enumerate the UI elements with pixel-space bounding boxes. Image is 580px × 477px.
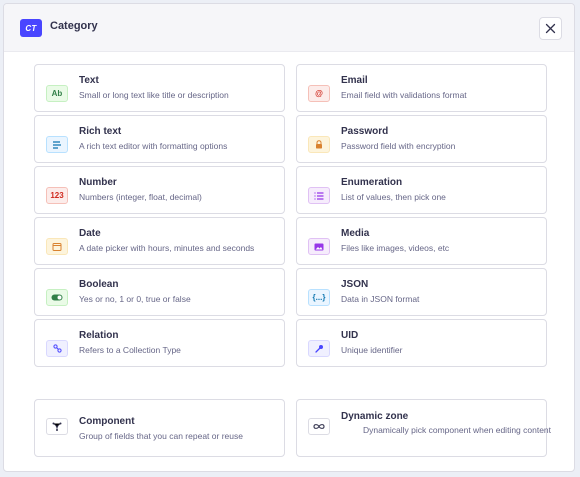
key-icon xyxy=(308,340,330,357)
field-type-email[interactable]: @ Email Email field with validations for… xyxy=(296,64,547,112)
field-description: Yes or no, 1 or 0, true or false xyxy=(79,294,191,304)
field-name: Number xyxy=(79,177,117,188)
toggle-icon xyxy=(46,289,68,306)
lock-icon xyxy=(308,136,330,153)
field-description: Small or long text like title or descrip… xyxy=(79,90,229,100)
field-description: A rich text editor with formatting optio… xyxy=(79,141,228,151)
field-type-uid[interactable]: UID Unique identifier xyxy=(296,319,547,367)
at-sign-icon: @ xyxy=(308,85,330,102)
field-name: Enumeration xyxy=(341,177,403,188)
field-description: A date picker with hours, minutes and se… xyxy=(79,243,255,253)
field-type-rich-text[interactable]: Rich text A rich text editor with format… xyxy=(34,115,285,163)
field-name: UID xyxy=(341,330,359,341)
field-type-text[interactable]: Ab Text Small or long text like title or… xyxy=(34,64,285,112)
field-type-password[interactable]: Password Password field with encryption xyxy=(296,115,547,163)
image-icon xyxy=(308,238,330,255)
field-type-number[interactable]: 123 Number Numbers (integer, float, deci… xyxy=(34,166,285,214)
field-type-media[interactable]: Media Files like images, videos, etc xyxy=(296,217,547,265)
field-description: Refers to a Collection Type xyxy=(79,345,181,355)
field-name: Password xyxy=(341,126,389,137)
field-name: Boolean xyxy=(79,279,119,290)
field-description: Files like images, videos, etc xyxy=(341,243,450,253)
field-type-dynamic-zone[interactable]: Dynamic zone Dynamically pick component … xyxy=(296,399,551,457)
json-braces-icon: {...} xyxy=(308,289,330,306)
field-description: Email field with validations format xyxy=(341,90,467,100)
field-name: Component xyxy=(79,416,135,427)
relation-icon xyxy=(46,340,68,357)
calendar-icon xyxy=(46,238,68,255)
field-name: Relation xyxy=(79,330,119,341)
close-button[interactable] xyxy=(539,17,562,40)
field-name: Rich text xyxy=(79,126,122,137)
content-type-badge: CT xyxy=(20,19,42,37)
field-description: Data in JSON format xyxy=(341,294,420,304)
field-type-json[interactable]: {...} JSON Data in JSON format xyxy=(296,268,547,316)
modal-title: Category xyxy=(50,20,98,32)
field-name: Media xyxy=(341,228,370,239)
field-type-enumeration[interactable]: Enumeration List of values, then pick on… xyxy=(296,166,547,214)
field-name: Date xyxy=(79,228,101,239)
field-description: Password field with encryption xyxy=(341,141,456,151)
rich-text-icon xyxy=(46,136,68,153)
number-icon: 123 xyxy=(46,187,68,204)
field-type-boolean[interactable]: Boolean Yes or no, 1 or 0, true or false xyxy=(34,268,285,316)
field-name: Email xyxy=(341,75,368,86)
component-icon xyxy=(46,418,68,435)
field-description: List of values, then pick one xyxy=(341,192,446,202)
field-type-relation[interactable]: Relation Refers to a Collection Type xyxy=(34,319,285,367)
list-icon xyxy=(308,187,330,204)
modal-header: CT Category xyxy=(4,4,574,52)
infinity-icon xyxy=(308,418,330,435)
close-icon xyxy=(545,23,556,34)
field-type-modal: CT Category Ab Text Small or long text l… xyxy=(3,3,575,472)
field-description: Dynamically pick component when editing … xyxy=(362,425,552,435)
field-description: Unique identifier xyxy=(341,345,403,355)
field-name: Text xyxy=(79,75,99,86)
field-name: Dynamic zone xyxy=(341,411,409,422)
field-name: JSON xyxy=(341,279,369,290)
field-description: Numbers (integer, float, decimal) xyxy=(79,192,202,202)
field-type-component[interactable]: Component Group of fields that you can r… xyxy=(34,399,285,457)
field-description: Group of fields that you can repeat or r… xyxy=(79,431,243,441)
text-icon: Ab xyxy=(46,85,68,102)
field-type-date[interactable]: Date A date picker with hours, minutes a… xyxy=(34,217,285,265)
